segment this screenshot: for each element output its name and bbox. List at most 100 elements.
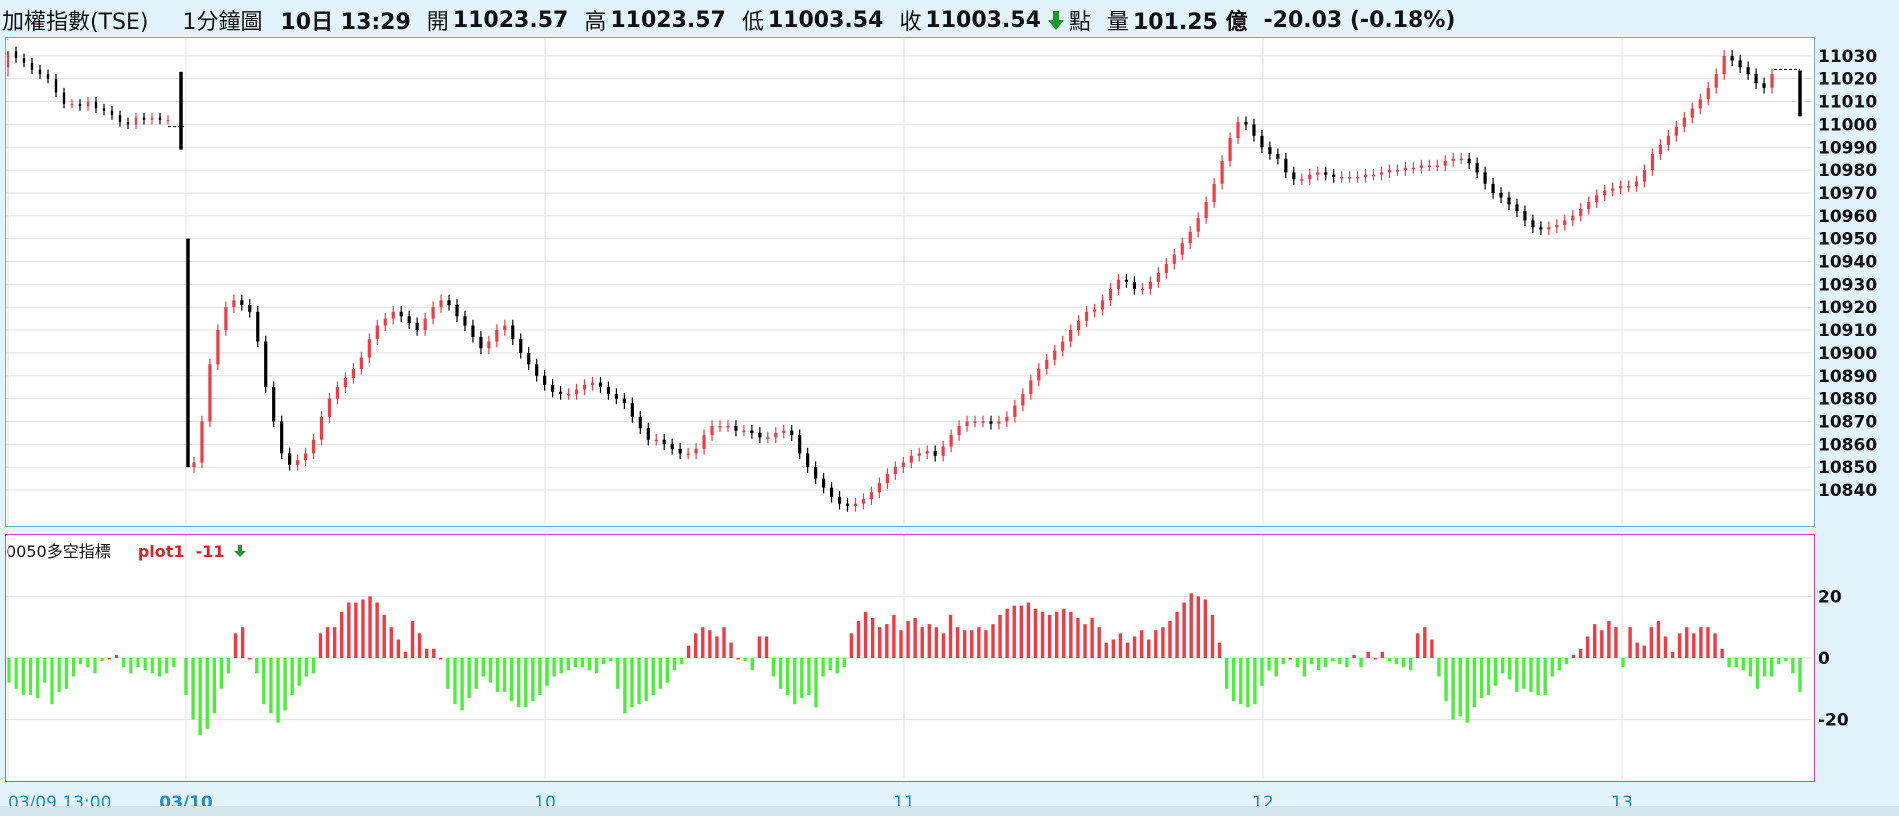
indicator-bar	[1408, 658, 1413, 671]
indicator-bar	[50, 658, 54, 705]
indicator-bar	[1274, 658, 1278, 677]
indicator-bar	[587, 658, 592, 671]
candle-body	[200, 421, 204, 463]
indicator-bar	[1529, 658, 1533, 692]
candle-body	[1770, 74, 1774, 88]
indicator-bar	[1366, 651, 1370, 658]
candle-body	[1116, 279, 1121, 289]
indicator-bar	[970, 630, 974, 658]
indicator-bar	[566, 658, 570, 671]
indicator-bar	[920, 627, 924, 658]
candle-body	[46, 74, 50, 79]
candle-body	[734, 426, 738, 431]
candle-body	[343, 378, 348, 388]
indicator-bar	[1458, 658, 1462, 717]
volume-label: 量	[1106, 10, 1129, 35]
candle-body	[869, 492, 874, 500]
indicator-bar	[849, 633, 854, 658]
indicator-bar	[1175, 611, 1179, 658]
candle-body	[662, 439, 666, 445]
indicator-bar	[1628, 627, 1632, 658]
high-label: 高	[584, 10, 607, 35]
indicator-bar	[1111, 639, 1116, 658]
indicator-bar	[517, 658, 521, 708]
scrollbar[interactable]	[0, 806, 1899, 816]
indicator-bar	[57, 658, 61, 692]
indicator-bar	[786, 658, 790, 695]
candle-body	[774, 432, 778, 438]
indicator-bar	[1047, 614, 1052, 658]
candle-body	[853, 503, 858, 506]
indicator-bar	[1472, 658, 1477, 708]
indicator-bar	[679, 658, 684, 665]
candle-body	[598, 382, 603, 388]
candle-body	[1029, 380, 1033, 395]
candle-body	[495, 330, 499, 342]
candle-body	[1754, 74, 1758, 84]
indicator-bar	[71, 658, 76, 677]
indicator-bar	[1359, 658, 1363, 668]
indicator-bar	[255, 658, 259, 674]
indicator-bar	[1685, 627, 1689, 658]
candle-body	[997, 421, 1001, 424]
candle-body	[1324, 172, 1328, 175]
candle-body	[503, 325, 507, 331]
indicator-bar	[233, 633, 238, 658]
indicator-bar	[1508, 658, 1512, 680]
candle-body	[527, 352, 531, 365]
indicator-bar	[474, 658, 478, 689]
indicator-bar	[1005, 608, 1009, 658]
candle-body	[280, 421, 284, 454]
candle-body	[1674, 126, 1678, 136]
candle-body	[574, 389, 579, 395]
indicator-bar	[538, 658, 542, 695]
indicator-bar	[340, 611, 344, 658]
indicator-bar	[488, 658, 493, 683]
candle-body	[511, 325, 515, 340]
indicator-bar	[1076, 617, 1080, 658]
candle-body	[1156, 272, 1160, 283]
candle-body	[1666, 135, 1670, 145]
y-tick-label: 11010	[1818, 93, 1877, 113]
indicator-y-tick-label: -20	[1818, 711, 1849, 731]
indicator-bar	[665, 658, 670, 683]
indicator-bar	[1465, 658, 1469, 723]
indicator-bar	[1635, 642, 1639, 658]
indicator-bar	[1062, 608, 1066, 658]
candle-body	[1523, 211, 1527, 221]
unit-label: 點	[1068, 10, 1091, 35]
candle-body	[1738, 60, 1742, 68]
indicator-bar	[778, 658, 783, 689]
candle-body	[38, 69, 42, 75]
indicator-bar	[1246, 658, 1250, 708]
indicator-bar	[368, 596, 372, 658]
indicator-bar	[807, 658, 811, 695]
candle-body	[86, 101, 90, 107]
indicator-bar	[906, 621, 910, 658]
candle-body	[1714, 74, 1718, 88]
indicator-bar	[1083, 624, 1087, 658]
indicator-bar	[424, 648, 429, 658]
indicator-bar	[984, 630, 988, 658]
indicator-bar	[1486, 658, 1491, 695]
indicator-bar	[86, 658, 90, 668]
candle-body	[1069, 330, 1073, 342]
candle-body	[1340, 176, 1344, 179]
candle-body	[1332, 174, 1336, 177]
indicator-bar	[1444, 658, 1448, 702]
indicator-bar	[165, 658, 169, 674]
candle-body	[1403, 167, 1407, 171]
candle-body	[22, 58, 26, 63]
indicator-bar	[800, 658, 804, 699]
indicator-bar	[998, 614, 1002, 658]
indicator-bar	[1168, 621, 1172, 658]
candle-body	[1100, 300, 1105, 310]
indicator-bar	[226, 658, 231, 674]
indicator-bar	[934, 627, 939, 658]
indicator-bar	[1734, 658, 1738, 668]
change-value: -20.03 (-0.18%)	[1263, 7, 1456, 33]
candle-body	[1132, 282, 1137, 289]
price-chart-panel[interactable]	[5, 37, 1815, 527]
indicator-bar	[432, 648, 436, 658]
candle-body	[1395, 170, 1400, 172]
